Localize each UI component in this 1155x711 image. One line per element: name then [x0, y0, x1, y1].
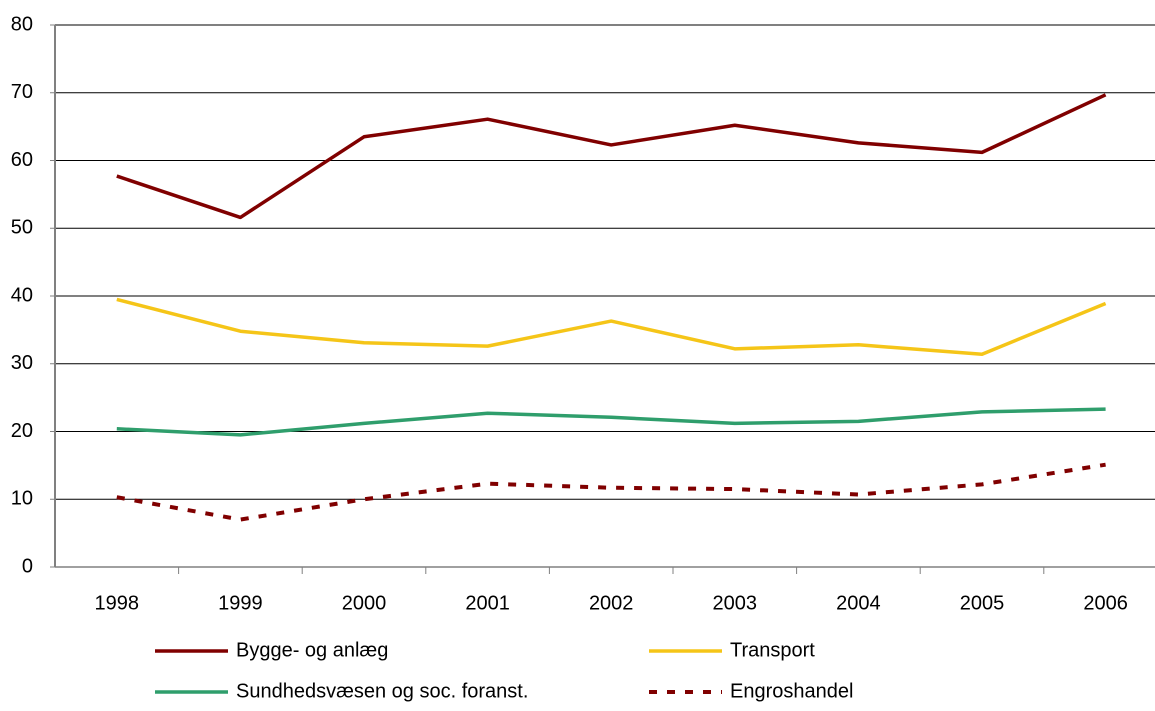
x-tick-label: 2003: [713, 592, 758, 614]
y-tick-label: 70: [11, 81, 33, 103]
legend-label: Bygge- og anlæg: [236, 639, 388, 661]
x-tick-label: 2004: [836, 592, 881, 614]
x-tick-label: 2001: [465, 592, 510, 614]
legend-label: Engroshandel: [730, 680, 853, 702]
y-tick-label: 10: [11, 488, 33, 510]
series-line: [116, 407, 1106, 437]
y-tick-label: 50: [11, 217, 33, 239]
y-tick-label: 0: [22, 555, 33, 577]
series-line: [116, 462, 1106, 522]
x-tick-label: 2002: [589, 592, 634, 614]
x-tick-label: 2006: [1083, 592, 1128, 614]
series-line: [116, 93, 1107, 220]
x-tick-label: 1998: [95, 592, 140, 614]
series-line: [116, 297, 1107, 357]
y-tick-label: 60: [11, 149, 33, 171]
x-tick-label: 1999: [218, 592, 263, 614]
legend-label: Transport: [730, 639, 815, 661]
x-tick-label: 2000: [342, 592, 387, 614]
y-tick-label: 20: [11, 420, 33, 442]
legend-label: Sundhedsvæsen og soc. foranst.: [236, 680, 528, 702]
x-tick-label: 2005: [960, 592, 1005, 614]
y-tick-label: 30: [11, 352, 33, 374]
y-tick-label: 40: [11, 284, 33, 306]
y-tick-label: 80: [11, 13, 33, 35]
